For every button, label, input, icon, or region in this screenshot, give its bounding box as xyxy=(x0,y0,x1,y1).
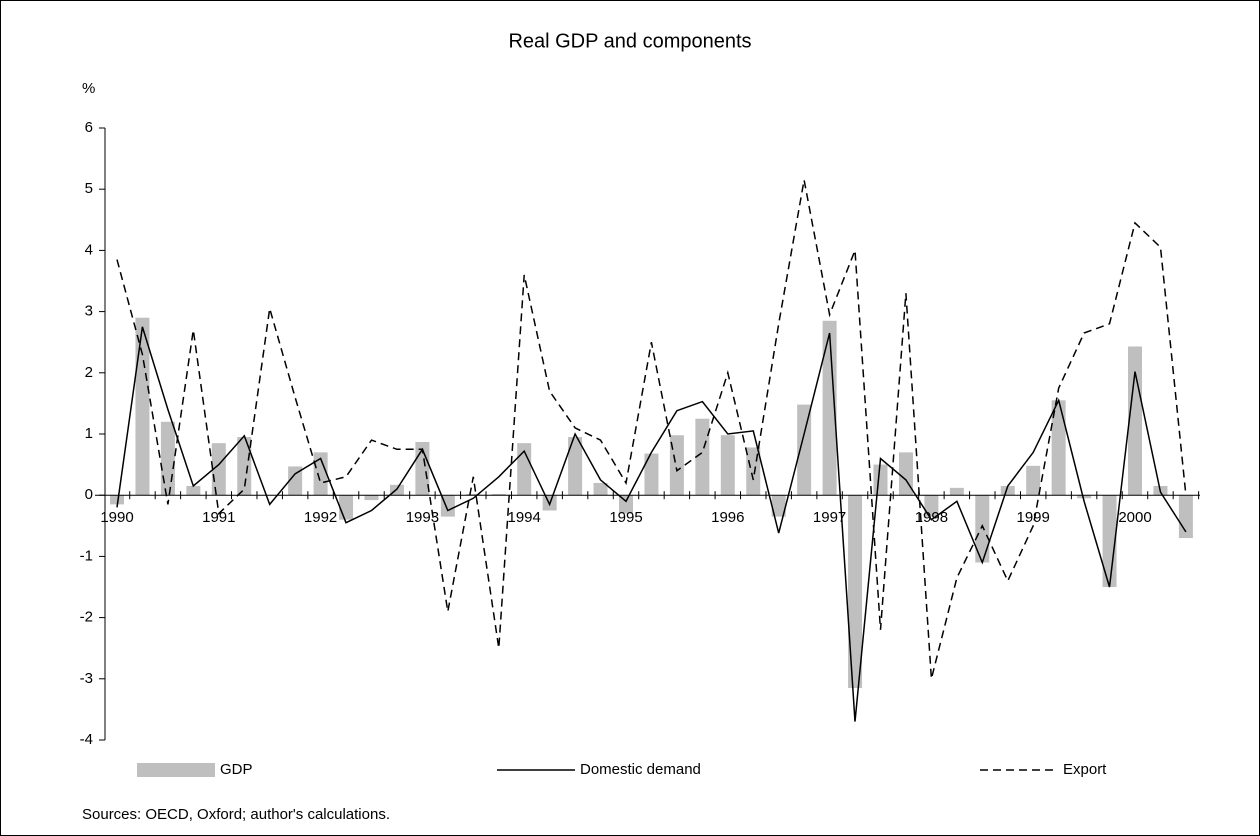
bar xyxy=(313,452,328,496)
bar xyxy=(949,487,964,496)
bar xyxy=(186,486,201,496)
bar xyxy=(975,495,990,563)
bar xyxy=(466,493,481,496)
bar xyxy=(619,495,633,514)
bar xyxy=(695,418,710,496)
bar xyxy=(237,437,252,496)
x-tick-label: 1993 xyxy=(406,509,439,526)
legend-label: GDP xyxy=(220,761,253,778)
bar xyxy=(873,464,888,496)
bar xyxy=(1077,495,1092,499)
bar xyxy=(1102,495,1117,587)
bar xyxy=(288,466,303,496)
bar xyxy=(771,495,786,517)
bar xyxy=(160,421,175,496)
y-unit: % xyxy=(82,80,95,97)
bar xyxy=(211,443,226,496)
bar xyxy=(339,495,354,520)
y-tick-label: 5 xyxy=(85,180,93,197)
y-tick-label: -4 xyxy=(80,731,93,748)
bar xyxy=(669,435,684,496)
x-tick-label: 1997 xyxy=(813,509,846,526)
y-tick-label: 4 xyxy=(85,241,93,258)
bar xyxy=(1026,465,1041,496)
x-tick-label: 1990 xyxy=(100,509,133,526)
y-tick-label: 0 xyxy=(85,486,93,503)
y-tick-label: -1 xyxy=(80,547,93,564)
legend-label: Export xyxy=(1063,761,1107,778)
x-tick-label: 1995 xyxy=(609,509,642,526)
y-tick-label: -3 xyxy=(80,670,93,687)
x-tick-label: 1992 xyxy=(304,509,337,526)
x-tick-label: 2000 xyxy=(1118,509,1151,526)
y-tick-label: 1 xyxy=(85,425,93,442)
bar xyxy=(110,495,124,505)
line-series xyxy=(116,179,1187,679)
bar xyxy=(491,493,506,496)
y-tick-label: 6 xyxy=(85,119,93,136)
chart-title: Real GDP and components xyxy=(508,30,751,52)
bar xyxy=(644,453,659,496)
y-tick-label: 2 xyxy=(85,364,93,381)
bar xyxy=(135,317,150,496)
bar xyxy=(568,437,583,496)
bar xyxy=(797,404,812,496)
bar xyxy=(1051,400,1066,496)
bar xyxy=(364,495,379,501)
x-tick-label: 1994 xyxy=(508,509,541,526)
line-series xyxy=(116,326,1187,722)
x-tick-label: 1991 xyxy=(202,509,235,526)
x-tick-label: 1999 xyxy=(1017,509,1050,526)
bar xyxy=(517,443,532,496)
y-tick-label: -2 xyxy=(80,609,93,626)
x-tick-label: 1996 xyxy=(711,509,744,526)
bar xyxy=(822,320,837,496)
bar xyxy=(720,435,735,496)
bar xyxy=(1128,346,1142,496)
source-note: Sources: OECD, Oxford; author's calculat… xyxy=(82,806,390,823)
bar xyxy=(1000,486,1015,496)
bar xyxy=(593,482,608,496)
bar xyxy=(924,495,939,517)
bar xyxy=(848,495,863,688)
legend-label: Domestic demand xyxy=(580,761,701,778)
legend-swatch xyxy=(137,763,215,777)
y-tick-label: 3 xyxy=(85,303,93,320)
